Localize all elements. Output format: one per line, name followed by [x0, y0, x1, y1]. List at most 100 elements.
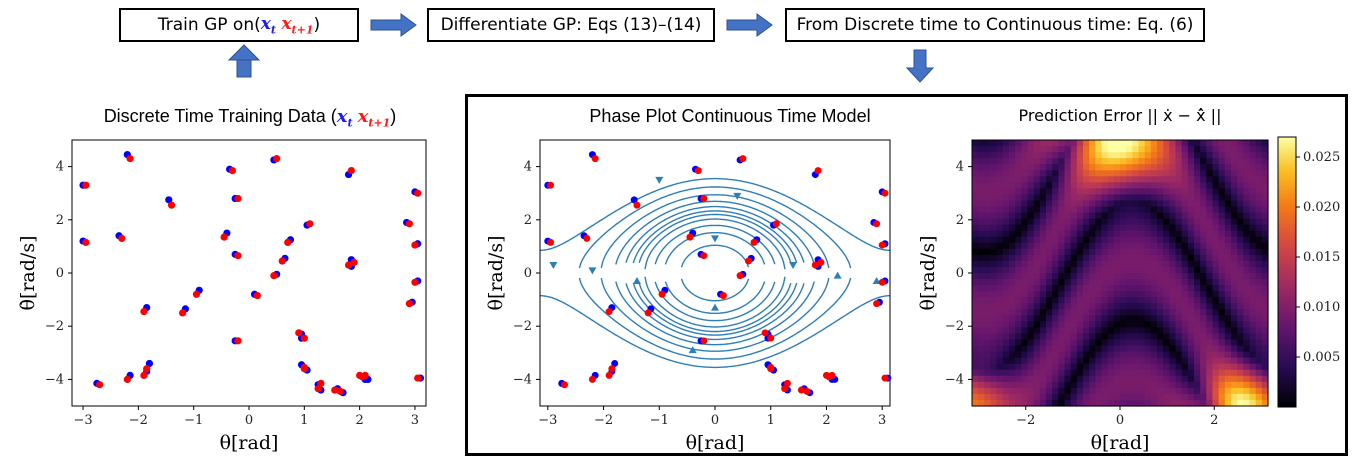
heatmap-cell — [1107, 254, 1115, 262]
heatmap-cell — [978, 345, 985, 353]
heatmap-cell — [1126, 230, 1133, 238]
heatmap-cell — [984, 188, 992, 196]
heatmap-cell — [1089, 170, 1096, 177]
heatmap-cell — [1206, 363, 1214, 371]
next-state-point — [361, 371, 369, 380]
heatmap-cell — [1261, 339, 1269, 347]
heatmap-cell — [1144, 321, 1152, 329]
heatmap-cell — [1021, 224, 1029, 232]
heatmap-cell — [1255, 248, 1263, 256]
heatmap-cell — [984, 291, 992, 298]
heatmap-cell — [1181, 315, 1189, 322]
heatmap-cell — [1120, 176, 1127, 183]
heatmap-cell — [1187, 260, 1195, 268]
y-axis-label: θ[rad/s] — [917, 236, 939, 311]
heatmap-cell — [1107, 339, 1115, 347]
heatmap-cell — [1224, 140, 1232, 147]
heatmap-cell — [990, 279, 998, 286]
heatmap-cell — [1095, 381, 1103, 389]
heatmap-cell — [1243, 321, 1251, 329]
heatmap-cell — [1255, 303, 1263, 310]
heatmap-cell — [1243, 206, 1251, 214]
heatmap-cell — [1113, 357, 1121, 365]
heatmap-cell — [1224, 248, 1232, 256]
heatmap-cell — [1181, 266, 1189, 274]
heatmap-cell — [1138, 291, 1146, 298]
heatmap-cell — [1261, 236, 1269, 244]
heatmap-cell — [1218, 158, 1226, 165]
heatmap-cell — [1052, 266, 1059, 274]
x-tick-label: 0 — [1116, 413, 1124, 428]
heatmap-cell — [1058, 327, 1066, 335]
heatmap-cell — [1046, 333, 1053, 341]
heatmap-cell — [1163, 230, 1170, 238]
heatmap-cell — [1052, 387, 1059, 395]
heatmap-cell — [1175, 182, 1183, 189]
heatmap-cell — [1261, 285, 1269, 292]
heatmap-cell — [990, 194, 998, 202]
heatmap-cell — [1163, 315, 1170, 322]
heatmap-cell — [1046, 309, 1053, 316]
heatmap-cell — [1175, 242, 1183, 250]
heatmap-cell — [1021, 218, 1029, 226]
x-tick-label: 1 — [767, 413, 775, 428]
heatmap-cell — [1089, 369, 1096, 377]
next-state-point — [300, 334, 308, 342]
heatmap-cell — [984, 164, 992, 171]
heatmap-cell — [1107, 152, 1115, 159]
heatmap-cell — [984, 285, 992, 292]
heatmap-cell — [1218, 266, 1226, 274]
heatmap-cell — [1231, 393, 1238, 401]
heatmap-cell — [1064, 164, 1072, 171]
heatmap-cell — [1107, 369, 1115, 377]
heatmap-cell — [1113, 146, 1121, 153]
heatmap-cell — [1058, 387, 1066, 395]
heatmap-cell — [1249, 230, 1257, 238]
heatmap-cell — [1132, 188, 1140, 196]
heatmap-cell — [1002, 297, 1010, 304]
heatmap-cell — [1089, 315, 1096, 322]
heatmap-cell — [1113, 152, 1121, 159]
heatmap-cell — [1089, 164, 1096, 171]
heatmap-cell — [1132, 230, 1140, 238]
heatmap-cell — [1009, 170, 1016, 177]
heatmap-cell — [1243, 273, 1251, 280]
heatmap-cell — [1083, 297, 1090, 304]
heatmap-cell — [1064, 212, 1072, 220]
heatmap-cell — [1021, 182, 1029, 189]
heatmap-cell — [1033, 224, 1041, 232]
streamline — [578, 186, 852, 269]
heatmap-cell — [1175, 248, 1183, 256]
heatmap-cell — [1218, 176, 1226, 183]
heatmap-cell — [1064, 321, 1072, 329]
heatmap-cell — [1157, 333, 1164, 341]
heatmap-cell — [1083, 279, 1090, 286]
heatmap-cell — [1237, 140, 1244, 147]
heatmap-cell — [1120, 188, 1127, 196]
next-state-point — [591, 155, 599, 163]
heatmap-cell — [1200, 393, 1207, 401]
heatmap-cell — [1058, 200, 1066, 208]
heatmap-cell — [996, 242, 1004, 250]
heatmap-cell — [1113, 254, 1121, 262]
heatmap-cell — [1138, 399, 1146, 407]
heatmap-cell — [1169, 393, 1177, 401]
heatmap-cell — [1076, 327, 1084, 335]
heatmap-cell — [1027, 327, 1035, 335]
heatmap-cell — [1157, 176, 1164, 183]
heatmap-cell — [996, 351, 1004, 359]
heatmap-cell — [1138, 260, 1146, 268]
heatmap-cell — [1095, 339, 1103, 347]
next-state-point — [336, 387, 344, 395]
heatmap-cell — [1144, 375, 1152, 383]
heatmap-cell — [1243, 170, 1251, 177]
heatmap-cell — [1009, 254, 1016, 262]
heatmap-cell — [1175, 218, 1183, 226]
heatmap-cell — [1169, 381, 1177, 389]
heatmap-cell — [1150, 303, 1158, 310]
heatmap-cell — [1002, 212, 1010, 220]
streamline — [664, 281, 766, 314]
heatmap-cell — [1181, 357, 1189, 365]
heatmap-cell — [1083, 218, 1090, 226]
streamline-arrow — [632, 276, 641, 284]
